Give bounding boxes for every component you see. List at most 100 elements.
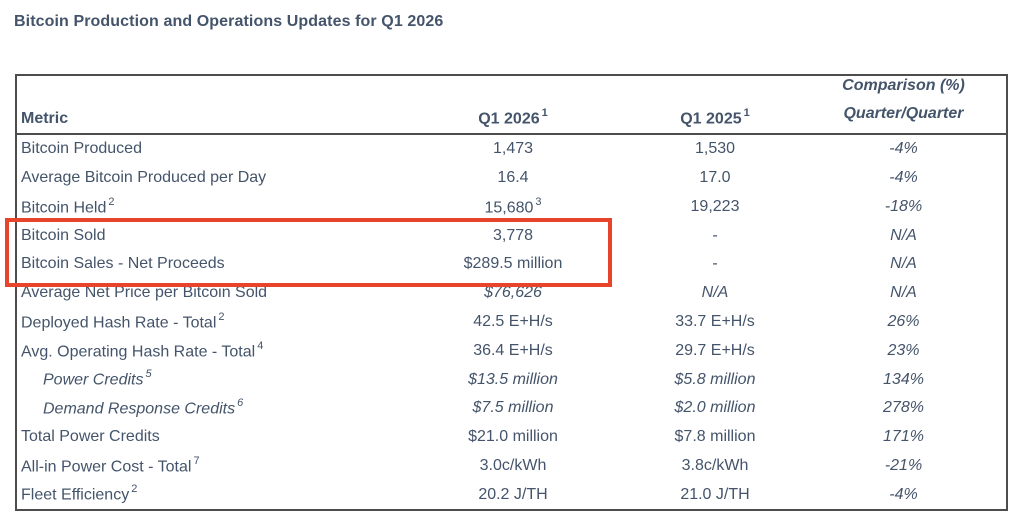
q1-2026-value-cell: 3.0c/kWh [399, 457, 627, 475]
table-row: Power Credits 5 $13.5 million $5.8 millio… [17, 365, 1006, 394]
metric-label: Bitcoin Held [21, 199, 107, 217]
comparison-value-cell: -4% [803, 486, 1004, 504]
metric-label: Avg. Operating Hash Rate - Total [21, 342, 256, 360]
footnote-marker: 2 [131, 483, 138, 496]
comparison-value-cell: 134% [803, 371, 1004, 389]
comparison-value-cell: 278% [803, 399, 1004, 417]
metric-label: Fleet Efficiency [21, 486, 130, 504]
table-row: Bitcoin Sales - Net Proceeds $289.5 mill… [17, 250, 1006, 279]
column-header-q1-2026-label: Q1 2026 [478, 110, 540, 127]
table-row: All-in Power Cost - Total 7 3.0c/kWh 3.8c… [17, 451, 1006, 480]
metric-label: Deployed Hash Rate - Total [21, 314, 217, 332]
q1-2026-value: 16.4 [497, 169, 529, 187]
comparison-value: N/A [890, 255, 917, 273]
metric-label: Average Bitcoin Produced per Day [21, 169, 267, 187]
comparison-value: 278% [883, 399, 924, 417]
q1-2025-value-cell: $7.8 million [627, 428, 803, 446]
comparison-value: 171% [883, 428, 924, 446]
comparison-value: N/A [890, 284, 917, 302]
metric-cell: Deployed Hash Rate - Total 2 [17, 311, 399, 332]
footnote-marker: 6 [237, 397, 244, 410]
comparison-value-cell: 171% [803, 428, 1004, 446]
q1-2026-value: $13.5 million [468, 370, 558, 388]
q1-2025-value: $5.8 million [674, 370, 756, 388]
table-row: Deployed Hash Rate - Total 2 42.5 E+H/s 3… [17, 308, 1006, 337]
q1-2025-value-cell: $5.8 million [627, 371, 803, 389]
q1-2026-value: 15,680 [484, 199, 534, 217]
q1-2026-value-cell: 15,680 3 [399, 195, 627, 217]
footnote-marker: 7 [193, 454, 200, 467]
q1-2025-value-cell: 3.8c/kWh [627, 457, 803, 475]
q1-2025-value: 1,530 [694, 140, 736, 158]
table-row: Avg. Operating Hash Rate - Total 4 36.4 E… [17, 336, 1006, 365]
q1-2026-value: 3.0c/kWh [479, 456, 547, 474]
metric-label: Bitcoin Sales - Net Proceeds [21, 255, 225, 273]
metric-cell: Bitcoin Sales - Net Proceeds [17, 255, 399, 273]
metric-label: Power Credits [43, 371, 144, 389]
comparison-value: 23% [887, 341, 920, 359]
column-header-comparison-line1: Comparison (%) [842, 77, 965, 94]
metric-cell: Average Net Price per Bitcoin Sold [17, 284, 399, 302]
footnote-marker: 5 [145, 368, 152, 381]
table-row: Bitcoin Sold 3,778 - N/A [17, 221, 1006, 250]
q1-2025-value-cell: - [627, 255, 803, 273]
q1-2026-value-cell: 42.5 E+H/s [399, 313, 627, 331]
footnote-marker: 2 [108, 195, 115, 208]
q1-2025-value-cell: 33.7 E+H/s [627, 313, 803, 331]
table-row: Average Bitcoin Produced per Day 16.4 17… [17, 164, 1006, 193]
table-row: Average Net Price per Bitcoin Sold $76,6… [17, 279, 1006, 308]
footnote-marker: 1 [541, 106, 548, 119]
page-title: Bitcoin Production and Operations Update… [14, 13, 444, 30]
metric-cell: Average Bitcoin Produced per Day [17, 169, 399, 187]
q1-2026-value: 3,778 [492, 226, 534, 244]
comparison-value-cell: 26% [803, 313, 1004, 331]
comparison-value: -4% [889, 485, 918, 503]
q1-2025-value: 33.7 E+H/s [675, 312, 755, 330]
metric-cell: All-in Power Cost - Total 7 [17, 454, 399, 476]
q1-2025-value-cell: 1,530 [627, 140, 803, 158]
q1-2025-value-cell: N/A [627, 284, 803, 302]
table-row: Demand Response Credits 6 $7.5 million $2… [17, 394, 1006, 423]
q1-2026-value-cell: $21.0 million [399, 428, 627, 446]
column-header-metric: Metric [21, 110, 69, 127]
q1-2025-value: - [712, 226, 718, 244]
comparison-value-cell: N/A [803, 255, 1004, 273]
metric-cell: Total Power Credits [17, 428, 399, 446]
comparison-value: -4% [889, 169, 918, 187]
metric-label: Bitcoin Produced [21, 140, 142, 158]
comparison-value-cell: N/A [803, 227, 1004, 245]
comparison-value: -21% [884, 456, 923, 474]
q1-2026-value: $289.5 million [463, 255, 563, 273]
q1-2026-value: 1,473 [492, 140, 534, 158]
q1-2025-value-cell: 29.7 E+H/s [627, 342, 803, 360]
metric-cell: Fleet Efficiency 2 [17, 483, 399, 504]
q1-2025-value-cell: 17.0 [627, 169, 803, 187]
comparison-value-cell: -18% [803, 198, 1004, 216]
column-header-q1-2025: Q1 2025 1 [627, 107, 803, 128]
q1-2026-value-cell: 20.2 J/TH [399, 486, 627, 504]
footnote-marker: 3 [535, 195, 542, 208]
q1-2025-value: - [712, 255, 718, 273]
q1-2026-value-cell: $289.5 million [399, 255, 627, 273]
q1-2026-value: 36.4 E+H/s [473, 341, 553, 359]
q1-2025-value: 17.0 [699, 169, 731, 187]
q1-2026-value-cell: $76,626 [399, 284, 627, 302]
metric-label: Bitcoin Sold [21, 226, 106, 244]
q1-2026-value-cell: $7.5 million [399, 399, 627, 417]
q1-2026-value: $76,626 [484, 284, 542, 302]
q1-2025-value: 3.8c/kWh [681, 456, 749, 474]
comparison-value-cell: -21% [803, 457, 1004, 475]
column-header-q1-2025-label: Q1 2025 [680, 110, 742, 127]
metrics-table: Metric Q1 2026 1 Q1 2025 1 Comparison (%) … [15, 74, 1008, 511]
metric-label: All-in Power Cost - Total [21, 457, 192, 475]
metric-cell: Demand Response Credits 6 [17, 397, 399, 418]
q1-2025-value: $2.0 million [674, 399, 756, 417]
q1-2026-value: $21.0 million [468, 428, 558, 446]
q1-2025-value: 21.0 J/TH [680, 485, 750, 503]
q1-2025-value: N/A [701, 284, 729, 302]
q1-2026-value-cell: 16.4 [399, 169, 627, 187]
q1-2026-value-cell: 36.4 E+H/s [399, 342, 627, 360]
table-row: Fleet Efficiency 2 20.2 J/TH 21.0 J/TH -4… [17, 480, 1006, 509]
comparison-value: -18% [884, 197, 923, 215]
metric-cell: Bitcoin Sold [17, 227, 399, 245]
